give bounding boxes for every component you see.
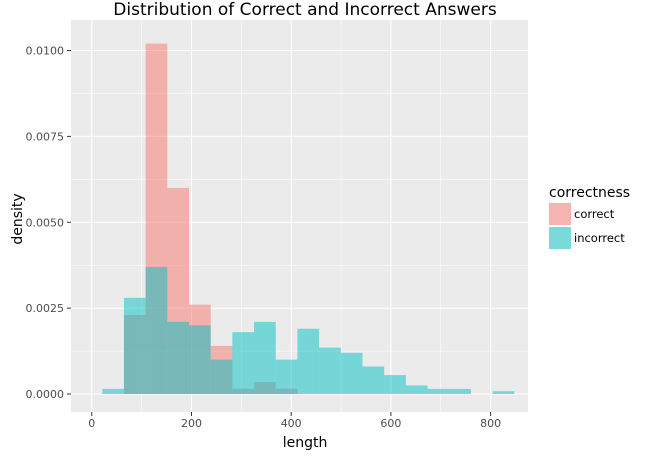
- legend-swatch-correct: [549, 203, 571, 225]
- histogram-bar-incorrect: [102, 388, 124, 394]
- y-tick-label: 0.0000: [26, 388, 65, 401]
- legend-label-correct: correct: [574, 207, 615, 221]
- x-tick-label: 0: [88, 417, 95, 430]
- x-tick-label: 200: [181, 417, 202, 430]
- histogram-bar-incorrect: [427, 388, 450, 394]
- histogram-bar-incorrect: [210, 359, 233, 394]
- histogram-bar-incorrect: [405, 385, 428, 394]
- chart-title: Distribution of Correct and Incorrect An…: [113, 0, 497, 20]
- x-tick-label: 400: [281, 417, 302, 430]
- x-axis-label: length: [283, 435, 328, 451]
- y-tick-label: 0.0100: [26, 45, 65, 58]
- y-tick-label: 0.0075: [26, 130, 65, 143]
- histogram-bar-incorrect: [340, 352, 363, 394]
- x-tick-label: 800: [480, 417, 501, 430]
- histogram-bar-incorrect: [123, 297, 146, 394]
- histogram-bar-incorrect: [145, 266, 168, 394]
- y-tick-label: 0.0050: [26, 216, 65, 229]
- bars-layer: [102, 43, 515, 394]
- histogram-bar-incorrect: [297, 328, 320, 394]
- histogram-bar-incorrect: [275, 359, 298, 394]
- y-tick-label: 0.0025: [26, 302, 65, 315]
- y-axis-label: density: [10, 193, 26, 244]
- legend-label-incorrect: incorrect: [574, 231, 625, 245]
- legend-title: correctness: [549, 185, 630, 201]
- histogram-bar-incorrect: [254, 321, 276, 394]
- histogram-bar-incorrect: [319, 347, 341, 394]
- histogram-bar-incorrect: [384, 375, 406, 394]
- legend: correctness correct incorrect: [549, 185, 630, 249]
- x-tick-label: 600: [380, 417, 401, 430]
- histogram-bar-incorrect: [232, 332, 255, 394]
- legend-swatch-incorrect: [549, 227, 571, 249]
- axis-layer: 0 200 400 600 800 0.0000 0.0025 0.0050 0.0075 0.0…: [26, 45, 502, 431]
- histogram-bar-incorrect: [449, 388, 471, 394]
- histogram-bar-incorrect: [189, 325, 211, 394]
- histogram-bar-incorrect: [362, 366, 385, 394]
- histogram-bar-incorrect: [492, 391, 515, 394]
- histogram-bar-incorrect: [167, 321, 190, 394]
